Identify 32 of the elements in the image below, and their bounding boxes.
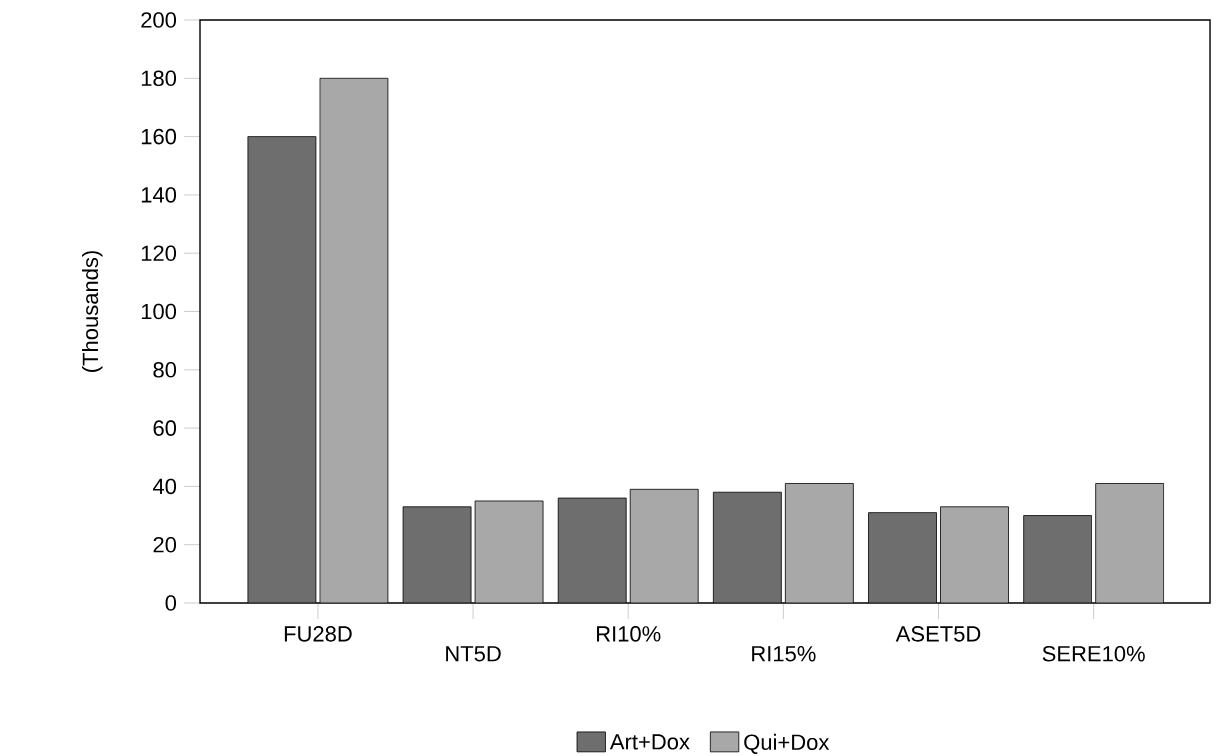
bar xyxy=(247,136,316,603)
y-axis-title: (Thousands) xyxy=(82,251,103,372)
bar xyxy=(319,78,388,603)
y-tick-label: 20 xyxy=(153,536,177,553)
y-tick-label: 60 xyxy=(153,420,177,436)
x-tick-label: ASET5D xyxy=(895,626,981,642)
bar xyxy=(940,506,1009,603)
bar xyxy=(475,500,544,603)
x-tick-label: FU28D xyxy=(284,626,352,642)
y-tick-label: 80 xyxy=(153,362,177,378)
legend-label: Qui+Dox xyxy=(744,733,830,754)
bar xyxy=(868,512,937,603)
y-tick-label: 140 xyxy=(141,187,177,203)
bar xyxy=(403,506,472,603)
bar xyxy=(785,483,854,603)
bar xyxy=(1095,483,1165,603)
x-tick-label: NT5D xyxy=(446,646,501,662)
legend-label: Art+Dox xyxy=(609,734,690,750)
bar xyxy=(630,489,699,603)
y-tick-label: 180 xyxy=(141,70,177,87)
y-tick-label: 0 xyxy=(165,595,177,611)
bar xyxy=(1023,515,1093,603)
x-tick-label: SERE10% xyxy=(1042,645,1145,662)
bar xyxy=(558,498,627,603)
y-tick-label: 120 xyxy=(141,245,177,261)
bar xyxy=(713,492,782,603)
y-tick-label: 160 xyxy=(141,128,177,145)
y-tick-label: 200 xyxy=(141,12,177,28)
x-tick-label: RI10% xyxy=(597,626,661,642)
y-tick-label: 100 xyxy=(141,303,177,320)
y-tick-label: 40 xyxy=(152,478,177,495)
x-tick-label: RI15% xyxy=(752,646,816,662)
